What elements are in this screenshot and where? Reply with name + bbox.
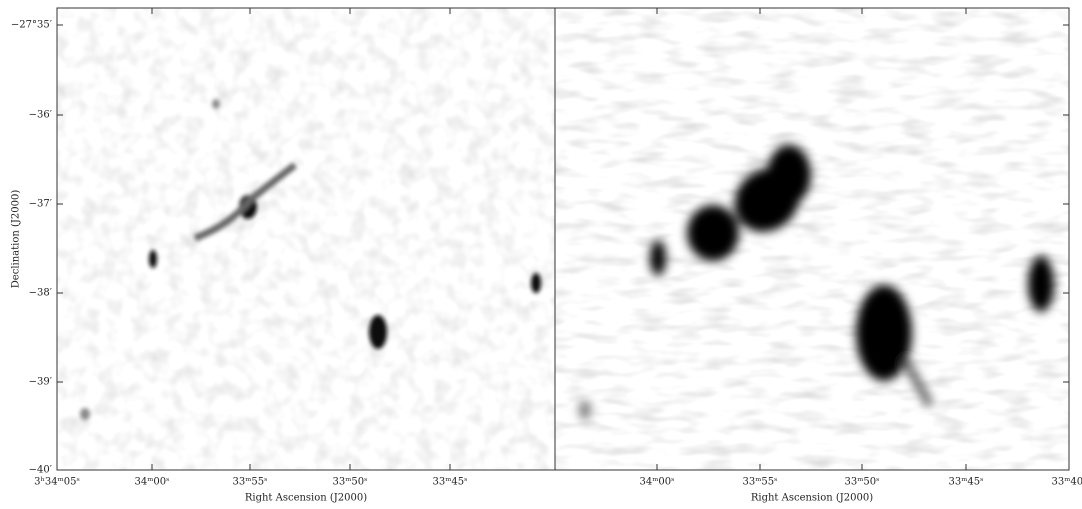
x-tick-label: 33ᵐ45ˢ (433, 477, 468, 488)
x-tick-label: 33ᵐ50ˢ (845, 477, 880, 488)
x-tick-label: 33ᵐ50ˢ (333, 477, 368, 488)
x-tick-label: 33ᵐ55ˢ (233, 477, 268, 488)
y-tick-label: −36′ (29, 110, 53, 121)
y-tick-label: −38′ (29, 288, 53, 299)
x-axis-label: Right Ascension (J2000) (245, 493, 367, 504)
x-tick-label: 3ʰ34ᵐ05ˢ (34, 477, 80, 488)
y-axis-label: Declination (J2000) (11, 190, 22, 289)
left-image (57, 8, 555, 470)
y-tick-label: −27°35′ (11, 20, 53, 31)
y-tick-label: −40′ (29, 465, 53, 476)
x-axis-label: Right Ascension (J2000) (751, 493, 873, 504)
y-tick-label: −37′ (29, 199, 53, 210)
right-image (555, 8, 1069, 470)
x-tick-label: 33ᵐ45ˢ (949, 477, 984, 488)
x-tick-label: 33ᵐ40ˢ (1052, 477, 1082, 488)
x-tick-label: 33ᵐ55ˢ (743, 477, 778, 488)
x-tick-label: 34ᵐ00ˢ (640, 477, 675, 488)
y-tick-label: −39′ (29, 377, 53, 388)
figure: Declination (J2000) Right Ascension (J20… (0, 0, 1082, 509)
x-tick-label: 34ᵐ00ˢ (135, 477, 170, 488)
